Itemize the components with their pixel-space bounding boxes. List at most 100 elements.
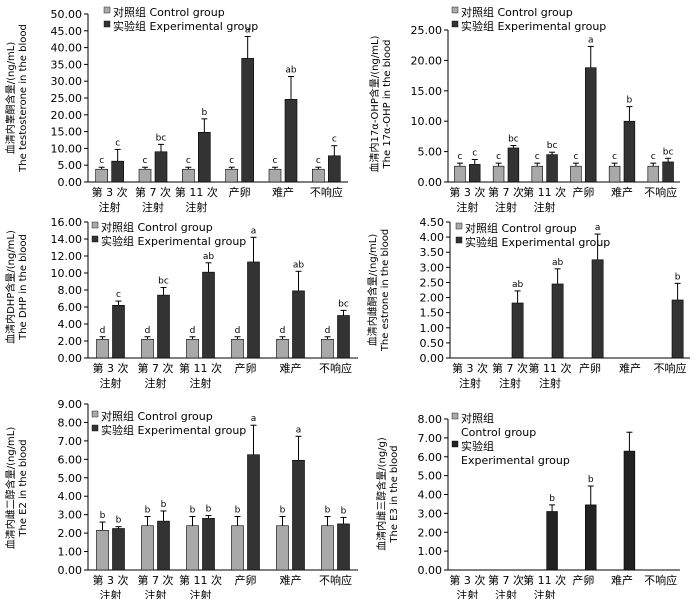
y-tick-label: 0.00	[418, 176, 443, 189]
significance-label: b	[190, 506, 196, 516]
y-tick-label: 20.00	[411, 54, 443, 67]
bar-series-1	[186, 338, 199, 359]
y-tick-label: 25.00	[51, 92, 83, 105]
x-category-line: 不响应	[654, 361, 687, 375]
legend-label: 实验组 Experimental group	[101, 234, 246, 248]
x-category-line: 第 11 次	[179, 361, 222, 375]
y-tick-label: 3.00	[420, 261, 445, 274]
bar-series-2	[198, 131, 211, 183]
x-category-line: 不响应	[319, 573, 352, 587]
bar-series-2	[507, 147, 520, 183]
x-category-label: 第 7 次注射	[138, 573, 174, 599]
y-axis-title-cn: 血清内17α-OHP含量/(ng/mL)	[368, 35, 381, 172]
x-category-label: 难产	[611, 573, 633, 587]
x-category-line: 难产	[611, 573, 633, 587]
x-category-line: 不响应	[644, 573, 677, 587]
y-axis-title: 血清内17α-OHP含量/(ng/mL) The 17α-OHP in the b…	[368, 35, 393, 172]
y-tick-label: 6.00	[58, 301, 83, 314]
x-category-label: 第 7 次注射	[138, 361, 174, 390]
significance-label: ab	[293, 260, 305, 270]
significance-label: b	[325, 506, 331, 516]
x-category-line: 产卵	[572, 573, 594, 587]
y-tick-label: 0.00	[58, 176, 83, 189]
x-category-line: 注射	[100, 588, 122, 599]
x-category-line: 注射	[534, 588, 556, 599]
y-tick-label: 12.00	[51, 250, 83, 263]
significance-label: c	[116, 290, 121, 300]
x-category-line: 第 11 次	[179, 573, 222, 587]
y-tick-label: 2.50	[420, 276, 445, 289]
significance-label: bc	[508, 135, 519, 145]
legend-label: 实验组 Experimental group	[461, 439, 570, 467]
significance-label: c	[229, 156, 234, 166]
x-category-label: 第 3 次注射	[449, 185, 485, 214]
x-category-line: 不响应	[310, 185, 343, 199]
x-category-line: 产卵	[572, 185, 594, 199]
y-tick-label: 7.00	[418, 432, 443, 445]
x-category-line: 第 3 次	[449, 573, 485, 587]
x-category-line: 难产	[280, 361, 302, 375]
chart-panel-5: 0.00 1.00 2.00 3.00 4.00 5.00 6.00 7.00 8.00 9.00…	[4, 398, 358, 602]
y-axis-title: 血清内DHP含量/(ng/mL) The DHP in the blood	[4, 230, 29, 344]
y-tick-label: 6.00	[418, 451, 443, 464]
y-tick-label: 2.00	[58, 335, 83, 348]
y-tick-label: 4.00	[418, 489, 443, 502]
y-tick-label: 15.00	[51, 126, 83, 139]
x-category-line: 产卵	[235, 573, 257, 587]
x-category-line: 第 7 次	[135, 185, 171, 199]
significance-label: c	[99, 156, 104, 166]
x-category-line: 注射	[499, 376, 521, 390]
significance-label: bc	[156, 133, 167, 143]
x-category-line: 不响应	[644, 185, 677, 199]
bar-series-2	[284, 99, 298, 183]
y-tick-label: 0.00	[58, 352, 83, 365]
bar-series-1	[531, 165, 543, 183]
x-category-label: 不响应	[644, 573, 677, 587]
bar-series-2	[154, 151, 168, 183]
significance-label: b	[206, 505, 212, 515]
bar-series-2	[112, 528, 125, 571]
bar-series-1	[608, 165, 621, 183]
y-tick-label: 1.00	[418, 545, 443, 558]
legend-swatch	[451, 20, 459, 28]
significance-label: b	[116, 516, 122, 526]
y-tick-label: 5.00	[418, 146, 443, 159]
bar-series-2	[469, 164, 481, 183]
y-tick-label: 2.00	[420, 292, 445, 305]
y-tick-label: 3.00	[58, 509, 83, 522]
significance-label: b	[235, 506, 241, 516]
bar-series-2	[202, 271, 215, 359]
y-tick-label: 0.00	[420, 352, 445, 365]
significance-label: a	[251, 226, 257, 236]
y-tick-label: 40.00	[51, 42, 83, 55]
legend-label-line: Control group	[461, 426, 536, 439]
significance-label: c	[115, 138, 120, 148]
x-category-line: 第 7 次	[138, 573, 174, 587]
y-tick-label: 10.00	[411, 115, 443, 128]
legend-label: 实验组 Experimental group	[465, 235, 610, 249]
x-category-line: 注射	[99, 200, 121, 214]
significance-label: ab	[203, 252, 215, 262]
x-category-label: 第 11 次注射	[179, 573, 222, 599]
significance-label: b	[549, 494, 555, 504]
chart-panel-4: 0.00 0.50 1.00 1.50 2.00 2.50 3.00 3.50 4.00 4.50…	[366, 216, 690, 390]
y-tick-label: 35.00	[51, 58, 83, 71]
significance-label: b	[100, 511, 106, 521]
x-category-line: 产卵	[229, 185, 251, 199]
x-category-label: 不响应	[319, 573, 352, 587]
significance-label: b	[201, 108, 207, 118]
bar-series-2	[292, 459, 305, 571]
y-tick-label: 14.00	[51, 233, 83, 246]
x-category-label: 第 3 次注射	[93, 573, 129, 599]
significance-label: c	[273, 156, 278, 166]
legend-label: 对照组 Control group	[113, 5, 225, 19]
y-axis-title-cn: 血清内雌酮含量/(ng/mL)	[366, 234, 379, 347]
x-category-line: 注射	[495, 588, 517, 599]
y-axis-title-en: The testosterone in the blood	[18, 24, 29, 173]
legend-label: 对照组 Control group	[461, 411, 536, 439]
y-tick-label: 16.00	[51, 216, 83, 229]
significance-label: d	[325, 326, 331, 336]
